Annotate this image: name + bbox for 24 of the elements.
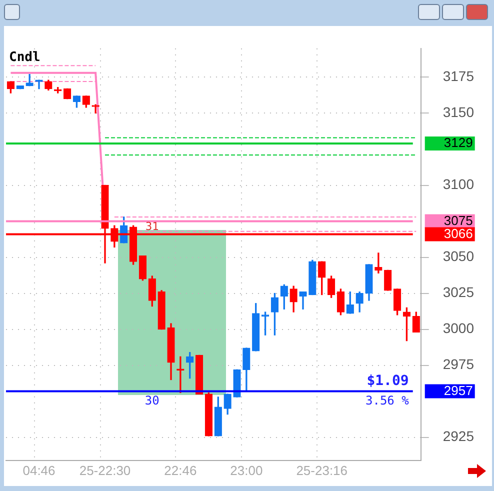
x-tick-label: 22:46 bbox=[164, 462, 197, 478]
candlestick bbox=[92, 104, 100, 114]
x-tick-label: 04:46 bbox=[22, 462, 56, 478]
ref-line-label: 2957 bbox=[444, 382, 473, 398]
annotation: Cndl bbox=[9, 50, 40, 65]
y-tick-label: 3150 bbox=[442, 104, 474, 120]
x-tick-label: 25-22:30 bbox=[79, 462, 131, 478]
ref-line-label: 3075 bbox=[444, 212, 473, 228]
ref-line-label: 3129 bbox=[444, 135, 473, 150]
y-tick-label: 2925 bbox=[442, 428, 474, 444]
y-tick-label: 3100 bbox=[442, 176, 474, 192]
y-tick-label: 3025 bbox=[442, 284, 474, 300]
y-tick-label: 3050 bbox=[442, 248, 474, 264]
ref-line-label: 3066 bbox=[444, 226, 473, 241]
annotation: 31 bbox=[146, 220, 159, 233]
candlestick bbox=[374, 252, 382, 274]
x-tick-label: 23:00 bbox=[230, 462, 263, 478]
annotation: 30 bbox=[144, 393, 160, 408]
annotation: 3.56 % bbox=[365, 393, 410, 408]
annotation: $1.09 bbox=[366, 372, 409, 389]
y-tick-label: 2975 bbox=[442, 356, 474, 372]
y-tick-label: 3175 bbox=[442, 68, 474, 84]
y-tick-label: 3000 bbox=[442, 320, 474, 336]
x-tick-label: 25-23:16 bbox=[296, 462, 348, 478]
